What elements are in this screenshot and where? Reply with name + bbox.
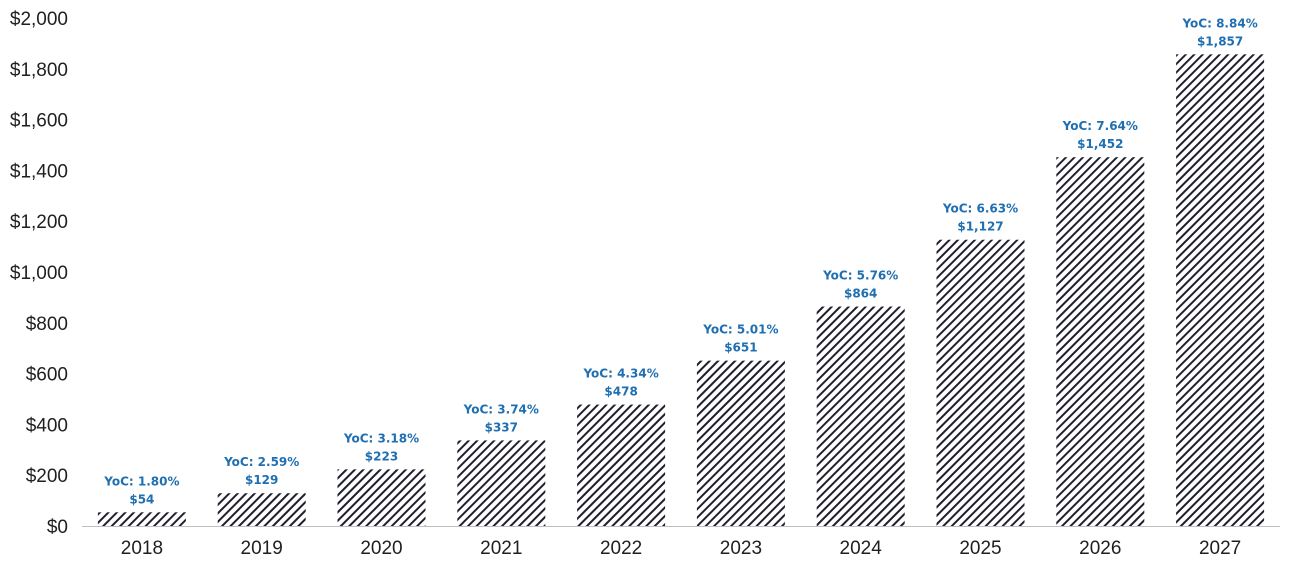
bar-yoc-label: YoC: 7.64%	[1062, 119, 1138, 133]
bar-2021	[457, 440, 546, 526]
bar-2023	[696, 360, 785, 526]
bar-yoc-label: YoC: 3.74%	[463, 402, 539, 416]
bar-2025	[936, 239, 1025, 526]
x-tick-label: 2018	[121, 538, 163, 559]
bar-2018	[97, 512, 186, 526]
bar-yoc-label: YoC: 2.59%	[223, 455, 299, 469]
x-tick-label: 2025	[959, 538, 1001, 559]
y-tick-label: $1,400	[10, 161, 68, 182]
bar-value-label: $54	[129, 492, 154, 506]
x-tick-label: 2020	[360, 538, 402, 559]
bar-value-label: $337	[485, 420, 518, 434]
x-tick-label: 2024	[840, 538, 883, 559]
bar-value-label: $864	[844, 287, 877, 301]
bar-yoc-label: YoC: 4.34%	[582, 367, 658, 381]
bar-value-label: $223	[365, 449, 398, 463]
x-axis: 2018 2019 2020 2021 2022 2023 2024 2025 2026 2027	[121, 538, 1241, 559]
bar-value-label: $1,857	[1197, 34, 1243, 48]
y-tick-label: $400	[26, 415, 68, 436]
y-tick-label: $800	[26, 314, 68, 335]
bar-value-label: $478	[604, 385, 637, 399]
bars	[97, 54, 1265, 527]
bar-yoc-label: YoC: 1.80%	[103, 474, 179, 488]
bar-value-label: $1,127	[957, 220, 1003, 234]
y-tick-label: $1,000	[10, 263, 68, 284]
y-tick-label: $1,600	[10, 111, 68, 132]
data-labels: $54 YoC: 1.80% $129 YoC: 2.59% $223 YoC: 3.18…	[103, 16, 1257, 506]
bar-2027	[1176, 54, 1265, 527]
bar-yoc-label: YoC: 5.76%	[822, 269, 898, 283]
y-tick-label: $2,000	[10, 9, 68, 30]
x-tick-label: 2019	[241, 538, 283, 559]
bar-2024	[816, 306, 905, 526]
x-tick-label: 2022	[600, 538, 642, 559]
bar-2026	[1056, 157, 1145, 526]
x-tick-label: 2026	[1079, 538, 1121, 559]
y-tick-label: $200	[26, 466, 68, 487]
bar-value-label: $1,452	[1077, 137, 1123, 151]
y-tick-label: $0	[47, 517, 68, 538]
y-tick-label: $600	[26, 365, 68, 386]
bar-2019	[217, 493, 306, 526]
bar-2020	[337, 469, 426, 526]
x-tick-label: 2021	[480, 538, 522, 559]
bar-yoc-label: YoC: 8.84%	[1181, 16, 1257, 30]
x-tick-label: 2023	[720, 538, 762, 559]
bar-value-label: $129	[245, 473, 278, 487]
y-tick-label: $1,800	[10, 60, 68, 81]
bar-yoc-label: YoC: 5.01%	[702, 323, 778, 337]
bar-yoc-label: YoC: 6.63%	[942, 202, 1018, 216]
bar-2022	[577, 404, 666, 526]
y-axis: $0 $200 $400 $600 $800 $1,000 $1,200 $1,400 $1,6…	[10, 9, 68, 538]
bar-value-label: $651	[724, 341, 757, 355]
x-tick-label: 2027	[1199, 538, 1241, 559]
bar-yoc-label: YoC: 3.18%	[343, 431, 419, 445]
y-tick-label: $1,200	[10, 212, 68, 233]
